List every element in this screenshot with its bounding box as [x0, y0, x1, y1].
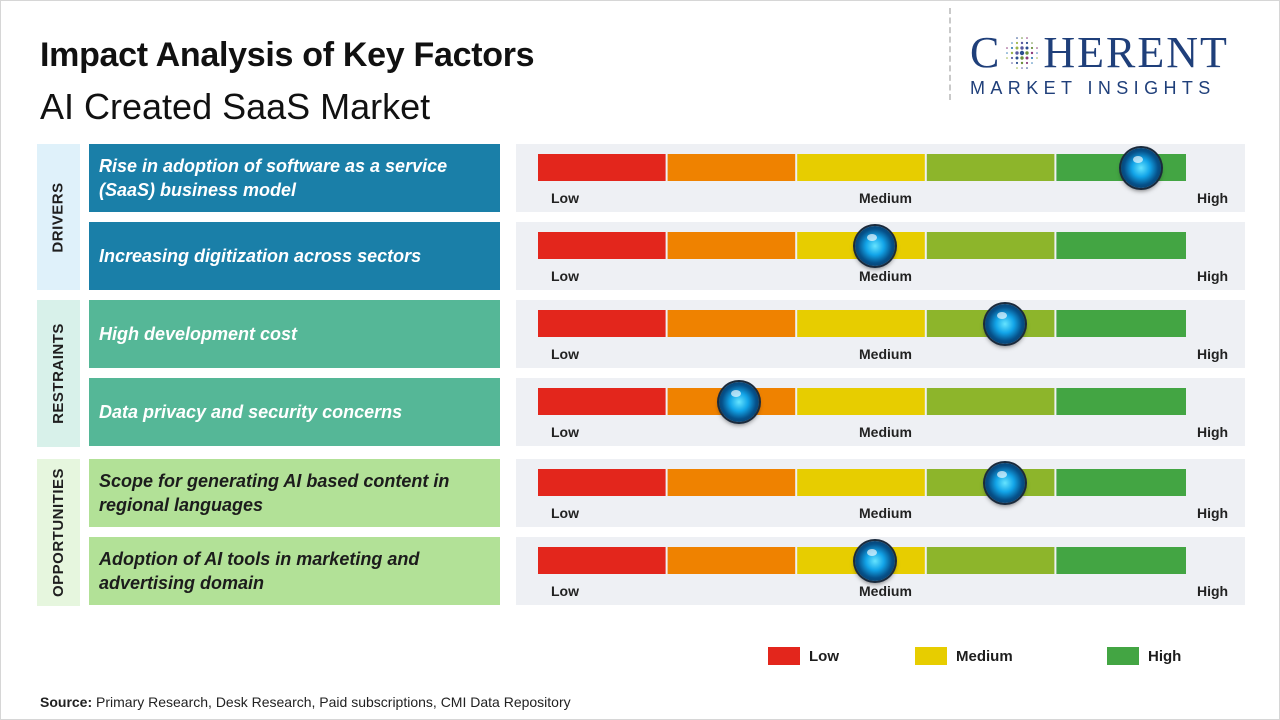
gauge-segment [667, 310, 796, 337]
gauge-segment [1056, 388, 1186, 415]
factor-label: Increasing digitization across sectors [89, 222, 500, 290]
legend-medium: Medium [915, 647, 1013, 665]
category-tab-opportunities: OPPORTUNITIES [37, 459, 80, 606]
logo-tagline: MARKET INSIGHTS [970, 78, 1216, 98]
gauge-segment [797, 154, 925, 181]
gauge-segment [667, 232, 796, 259]
scale-label-medium: Medium [859, 583, 912, 599]
legend-medium-swatch [915, 647, 947, 665]
gauge-segment [1056, 310, 1186, 337]
impact-marker [1120, 147, 1161, 188]
legend-medium-label: Medium [956, 647, 1013, 665]
chart-subtitle: AI Created SaaS Market [40, 86, 431, 127]
gauge-segment [538, 154, 666, 181]
impact-marker [854, 540, 895, 581]
impact-gauge: Low Medium High [516, 537, 1245, 605]
logo-word-left: C [970, 28, 1002, 77]
gauge-segment [538, 232, 666, 259]
factor-label: Data privacy and security concerns [89, 378, 500, 446]
logo-divider [949, 8, 951, 100]
legend-high-label: High [1148, 647, 1182, 665]
impact-marker [984, 303, 1025, 344]
gauge-segment [667, 154, 796, 181]
scale-label-low: Low [551, 190, 579, 206]
gauge-segment [538, 547, 666, 574]
gauge-segment [1056, 232, 1186, 259]
scale-label-low: Low [551, 424, 579, 440]
scale-label-medium: Medium [859, 190, 912, 206]
impact-gauge: Low Medium High [516, 300, 1245, 368]
legend-high: High [1107, 647, 1181, 665]
gauge-segment [538, 310, 666, 337]
gauge-segment [797, 388, 925, 415]
scale-label-low: Low [551, 268, 579, 284]
factor-label: High development cost [89, 300, 500, 368]
scale-label-low: Low [551, 346, 579, 362]
gauge-segment [797, 469, 925, 496]
globe-icon [1004, 35, 1041, 71]
scale-label-low: Low [551, 505, 579, 521]
gauge-bar-svg [538, 547, 1186, 574]
category-label: OPPORTUNITIES [50, 467, 68, 598]
source-text: Primary Research, Desk Research, Paid su… [96, 694, 571, 710]
gauge-bar-svg [538, 469, 1186, 496]
gauge-bar-svg [538, 232, 1186, 259]
gauge-segment [926, 232, 1055, 259]
logo-word-right: HERENT [1043, 28, 1229, 77]
gauge-segment [538, 469, 666, 496]
scale-label-high: High [1197, 424, 1229, 440]
impact-marker [984, 462, 1025, 503]
impact-gauge: Low Medium High [516, 378, 1245, 446]
impact-gauge: Low Medium High [516, 222, 1245, 290]
company-logo: C HERENT MARKET INSIGHTS [970, 30, 1260, 99]
gauge-segment [1056, 547, 1186, 574]
category-label: DRIVERS [50, 181, 67, 253]
scale-label-high: High [1197, 583, 1229, 599]
scale-label-high: High [1197, 190, 1229, 206]
factor-label: Adoption of AI tools in marketing and ad… [89, 537, 500, 605]
gauge-segment [538, 388, 666, 415]
gauge-segment [926, 547, 1055, 574]
gauge-segment [797, 310, 925, 337]
impact-gauge: Low Medium High [516, 144, 1245, 212]
category-tab-restraints: RESTRAINTS [37, 300, 80, 447]
legend-low: Low [768, 647, 839, 665]
impact-gauge: Low Medium High [516, 459, 1245, 527]
scale-label-medium: Medium [859, 346, 912, 362]
gauge-bar-svg [538, 310, 1186, 337]
category-label: RESTRAINTS [50, 323, 67, 424]
source-note: Source: Primary Research, Desk Research,… [40, 694, 571, 710]
scale-label-high: High [1197, 346, 1229, 362]
gauge-segment [926, 154, 1055, 181]
category-tab-drivers: DRIVERS [37, 144, 80, 290]
gauge-segment [667, 469, 796, 496]
chart-title: Impact Analysis of Key Factors [40, 36, 535, 74]
scale-label-high: High [1197, 505, 1229, 521]
gauge-segment [1056, 469, 1186, 496]
impact-marker [718, 381, 759, 422]
legend-low-swatch [768, 647, 800, 665]
factor-label: Rise in adoption of software as a servic… [89, 144, 500, 212]
legend-high-swatch [1107, 647, 1139, 665]
gauge-segment [667, 547, 796, 574]
scale-label-medium: Medium [859, 424, 912, 440]
impact-marker [854, 225, 895, 266]
scale-label-medium: Medium [859, 505, 912, 521]
scale-label-low: Low [551, 583, 579, 599]
scale-label-medium: Medium [859, 268, 912, 284]
factor-label: Scope for generating AI based content in… [89, 459, 500, 527]
source-label: Source: [40, 694, 93, 710]
legend-low-label: Low [809, 647, 839, 665]
scale-label-high: High [1197, 268, 1229, 284]
gauge-segment [926, 388, 1055, 415]
